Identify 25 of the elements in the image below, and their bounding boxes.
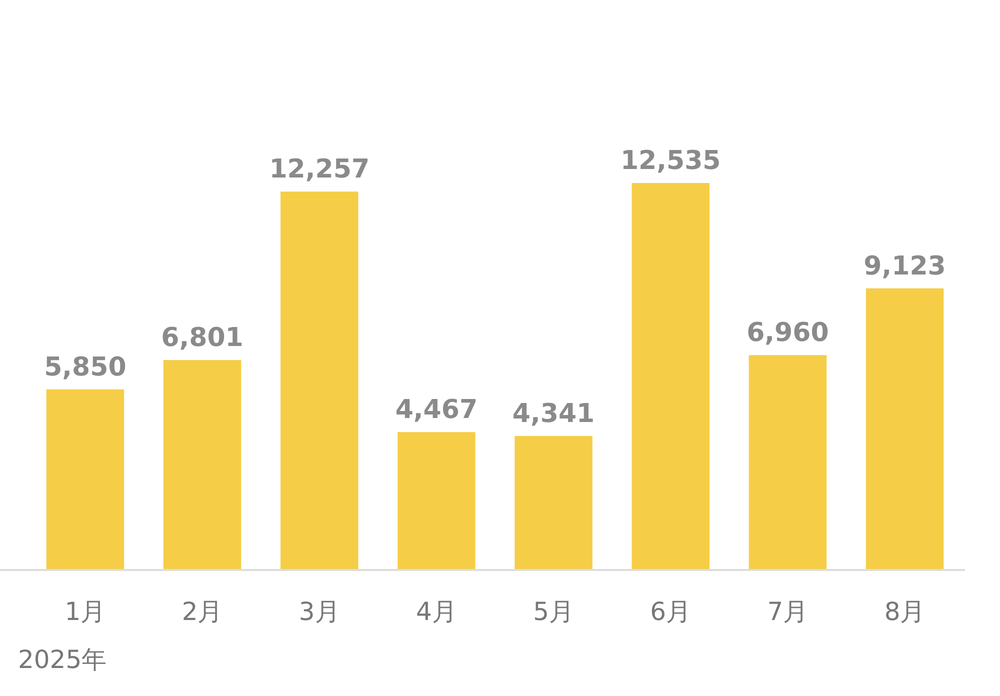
bar bbox=[866, 288, 944, 570]
data-label: 9,123 bbox=[864, 251, 946, 282]
data-label: 5,850 bbox=[44, 352, 126, 382]
data-label: 12,535 bbox=[620, 146, 721, 176]
bar bbox=[46, 389, 124, 570]
x-tick-label: 6月 bbox=[650, 597, 692, 626]
x-tick-label: 5月 bbox=[533, 597, 574, 626]
bar bbox=[748, 355, 827, 570]
data-label: 4,467 bbox=[395, 395, 478, 426]
data-label: 6,960 bbox=[746, 318, 829, 348]
bar bbox=[632, 183, 710, 570]
x-tick-label: 8月 bbox=[884, 597, 926, 626]
x-tick-label: 2月 bbox=[182, 597, 223, 626]
data-label: 12,257 bbox=[269, 154, 370, 185]
text: 2025年 bbox=[18, 645, 107, 674]
data-label: 6,801 bbox=[161, 323, 244, 354]
bar bbox=[514, 436, 592, 570]
x-tick-label: 4月 bbox=[416, 597, 457, 626]
data-label: 4,341 bbox=[512, 398, 595, 429]
x-tick-label: 3月 bbox=[298, 597, 340, 626]
bar bbox=[280, 192, 358, 570]
x-tick-label: 7月 bbox=[767, 597, 808, 626]
bar bbox=[398, 432, 476, 570]
x-tick-label: 1月 bbox=[64, 597, 106, 626]
bar bbox=[163, 360, 242, 570]
